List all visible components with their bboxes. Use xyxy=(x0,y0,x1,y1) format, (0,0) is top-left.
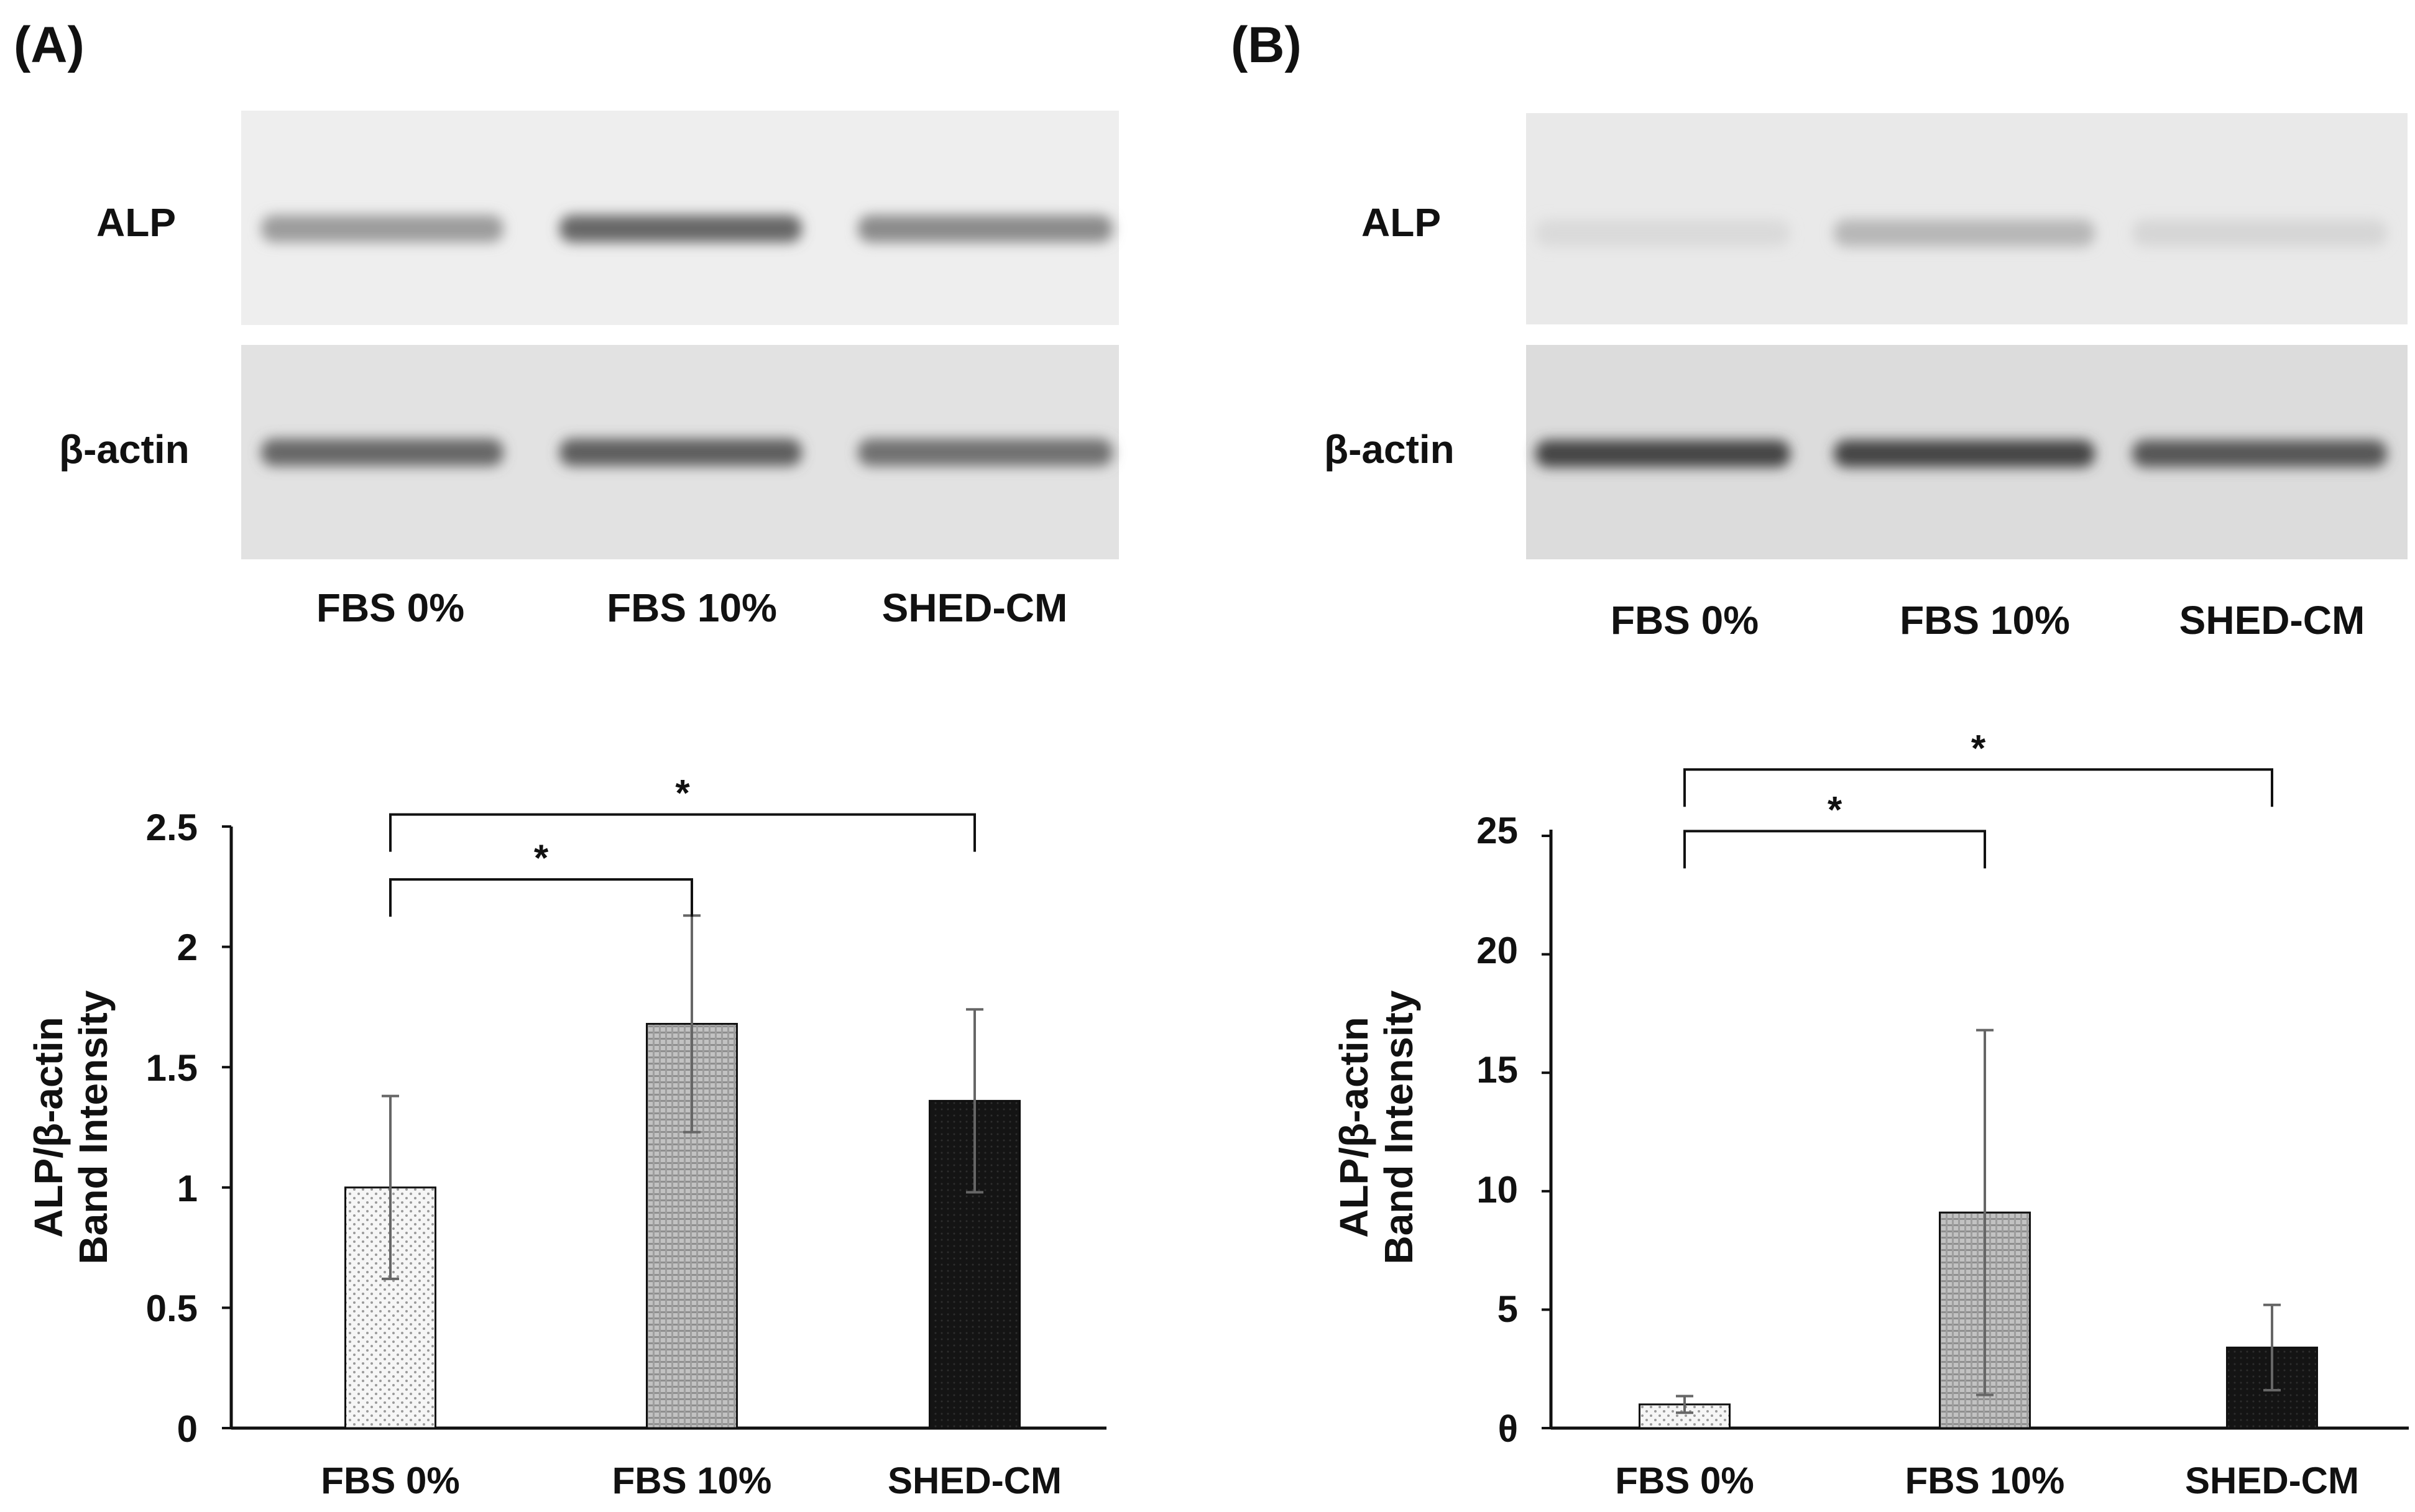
y-tick-b-4: 20 xyxy=(1476,930,1518,971)
significance-star: * xyxy=(675,772,690,814)
blot-strip-alp-b xyxy=(1526,113,2408,324)
blot-band xyxy=(261,215,504,242)
blot-bands-a xyxy=(261,215,1113,466)
y-axis-title-a-line2: Band Intensity xyxy=(71,990,116,1264)
blot-band xyxy=(1834,440,2095,467)
lane-label-a-3: SHED-CM xyxy=(882,585,1068,630)
y-tick-a-3: 1.5 xyxy=(146,1047,198,1089)
lane-label-b-2: FBS 10% xyxy=(1900,598,2070,643)
x-tick-a-2: FBS 10% xyxy=(612,1460,772,1501)
panel-label-b: (B) xyxy=(1231,17,1302,73)
blot-band xyxy=(1535,440,1790,467)
x-tick-b-2: FBS 10% xyxy=(1905,1460,2065,1501)
blot-band xyxy=(2132,440,2387,467)
lane-label-a-1: FBS 0% xyxy=(316,585,464,630)
chart-marks-a: ** xyxy=(222,772,1021,1429)
panel-label-a: (A) xyxy=(14,17,85,73)
lane-label-b-3: SHED-CM xyxy=(2179,598,2365,643)
blot-label-actin-a: β-actin xyxy=(59,427,190,472)
blot-bands-b xyxy=(1535,219,2387,467)
y-tick-b-1: 5 xyxy=(1497,1288,1518,1330)
y-tick-a-0: 0 xyxy=(177,1408,198,1450)
y-axis-title-b-line2: Band Intensity xyxy=(1376,990,1421,1264)
significance-bracket xyxy=(389,878,693,917)
lane-label-b-1: FBS 0% xyxy=(1611,598,1759,643)
blot-band xyxy=(559,439,802,466)
blot-band xyxy=(858,215,1113,242)
blot-label-actin-b: β-actin xyxy=(1324,427,1455,472)
x-tick-b-1: FBS 0% xyxy=(1615,1460,1754,1501)
western-blot-a: ALP β-actin FBS 0% FBS 10% SHED-CM xyxy=(59,111,1119,630)
blot-band xyxy=(1535,219,1790,247)
y-axis-title-b-line1: ALP/β-actin xyxy=(1332,1017,1376,1238)
x-tick-b-3: SHED-CM xyxy=(2185,1460,2359,1501)
significance-bracket xyxy=(1683,830,1986,869)
y-tick-a-1: 0.5 xyxy=(146,1288,198,1329)
chart-marks-b: ** xyxy=(1542,727,2318,1429)
y-tick-b-0: θ xyxy=(1498,1408,1518,1450)
y-axis-title-a-line1: ALP/β-actin xyxy=(26,1017,71,1238)
significance-star: * xyxy=(534,837,549,879)
x-tick-a-1: FBS 0% xyxy=(321,1460,459,1501)
y-tick-a-2: 1 xyxy=(177,1168,198,1209)
blot-band xyxy=(261,439,504,466)
y-tick-b-2: 10 xyxy=(1476,1169,1518,1211)
x-tick-a-3: SHED-CM xyxy=(888,1460,1062,1501)
blot-band xyxy=(2132,219,2387,247)
western-blot-b: ALP β-actin FBS 0% FBS 10% SHED-CM xyxy=(1324,113,2408,643)
significance-star: * xyxy=(1828,789,1842,830)
blot-band xyxy=(858,439,1113,466)
bar-chart-a: 0 0.5 1 1.5 2 2.5 ALP/β-actin Band Inten… xyxy=(26,772,1106,1501)
y-tick-a-5: 2.5 xyxy=(146,807,198,848)
significance-star: * xyxy=(1971,727,1986,769)
panel-b: (B) ALP β-actin FBS 0% FBS 10% SHED-CM θ… xyxy=(1231,17,2409,1501)
significance-bracket xyxy=(389,813,976,852)
y-tick-b-5: 25 xyxy=(1476,810,1518,851)
y-tick-a-4: 2 xyxy=(177,927,198,968)
lane-label-a-2: FBS 10% xyxy=(607,585,777,630)
bar-chart-b: θ 5 10 15 20 25 ALP/β-actin Band Intensi… xyxy=(1332,727,2409,1501)
blot-band xyxy=(1834,219,2095,247)
significance-bracket xyxy=(1683,768,2273,807)
blot-label-alp-b: ALP xyxy=(1361,200,1441,245)
y-tick-b-3: 15 xyxy=(1476,1049,1518,1091)
panel-a: (A) ALP β-actin FBS 0% FBS 10% SHED-CM 0… xyxy=(14,17,1119,1501)
blot-band xyxy=(559,215,802,242)
blot-label-alp-a: ALP xyxy=(96,200,176,245)
